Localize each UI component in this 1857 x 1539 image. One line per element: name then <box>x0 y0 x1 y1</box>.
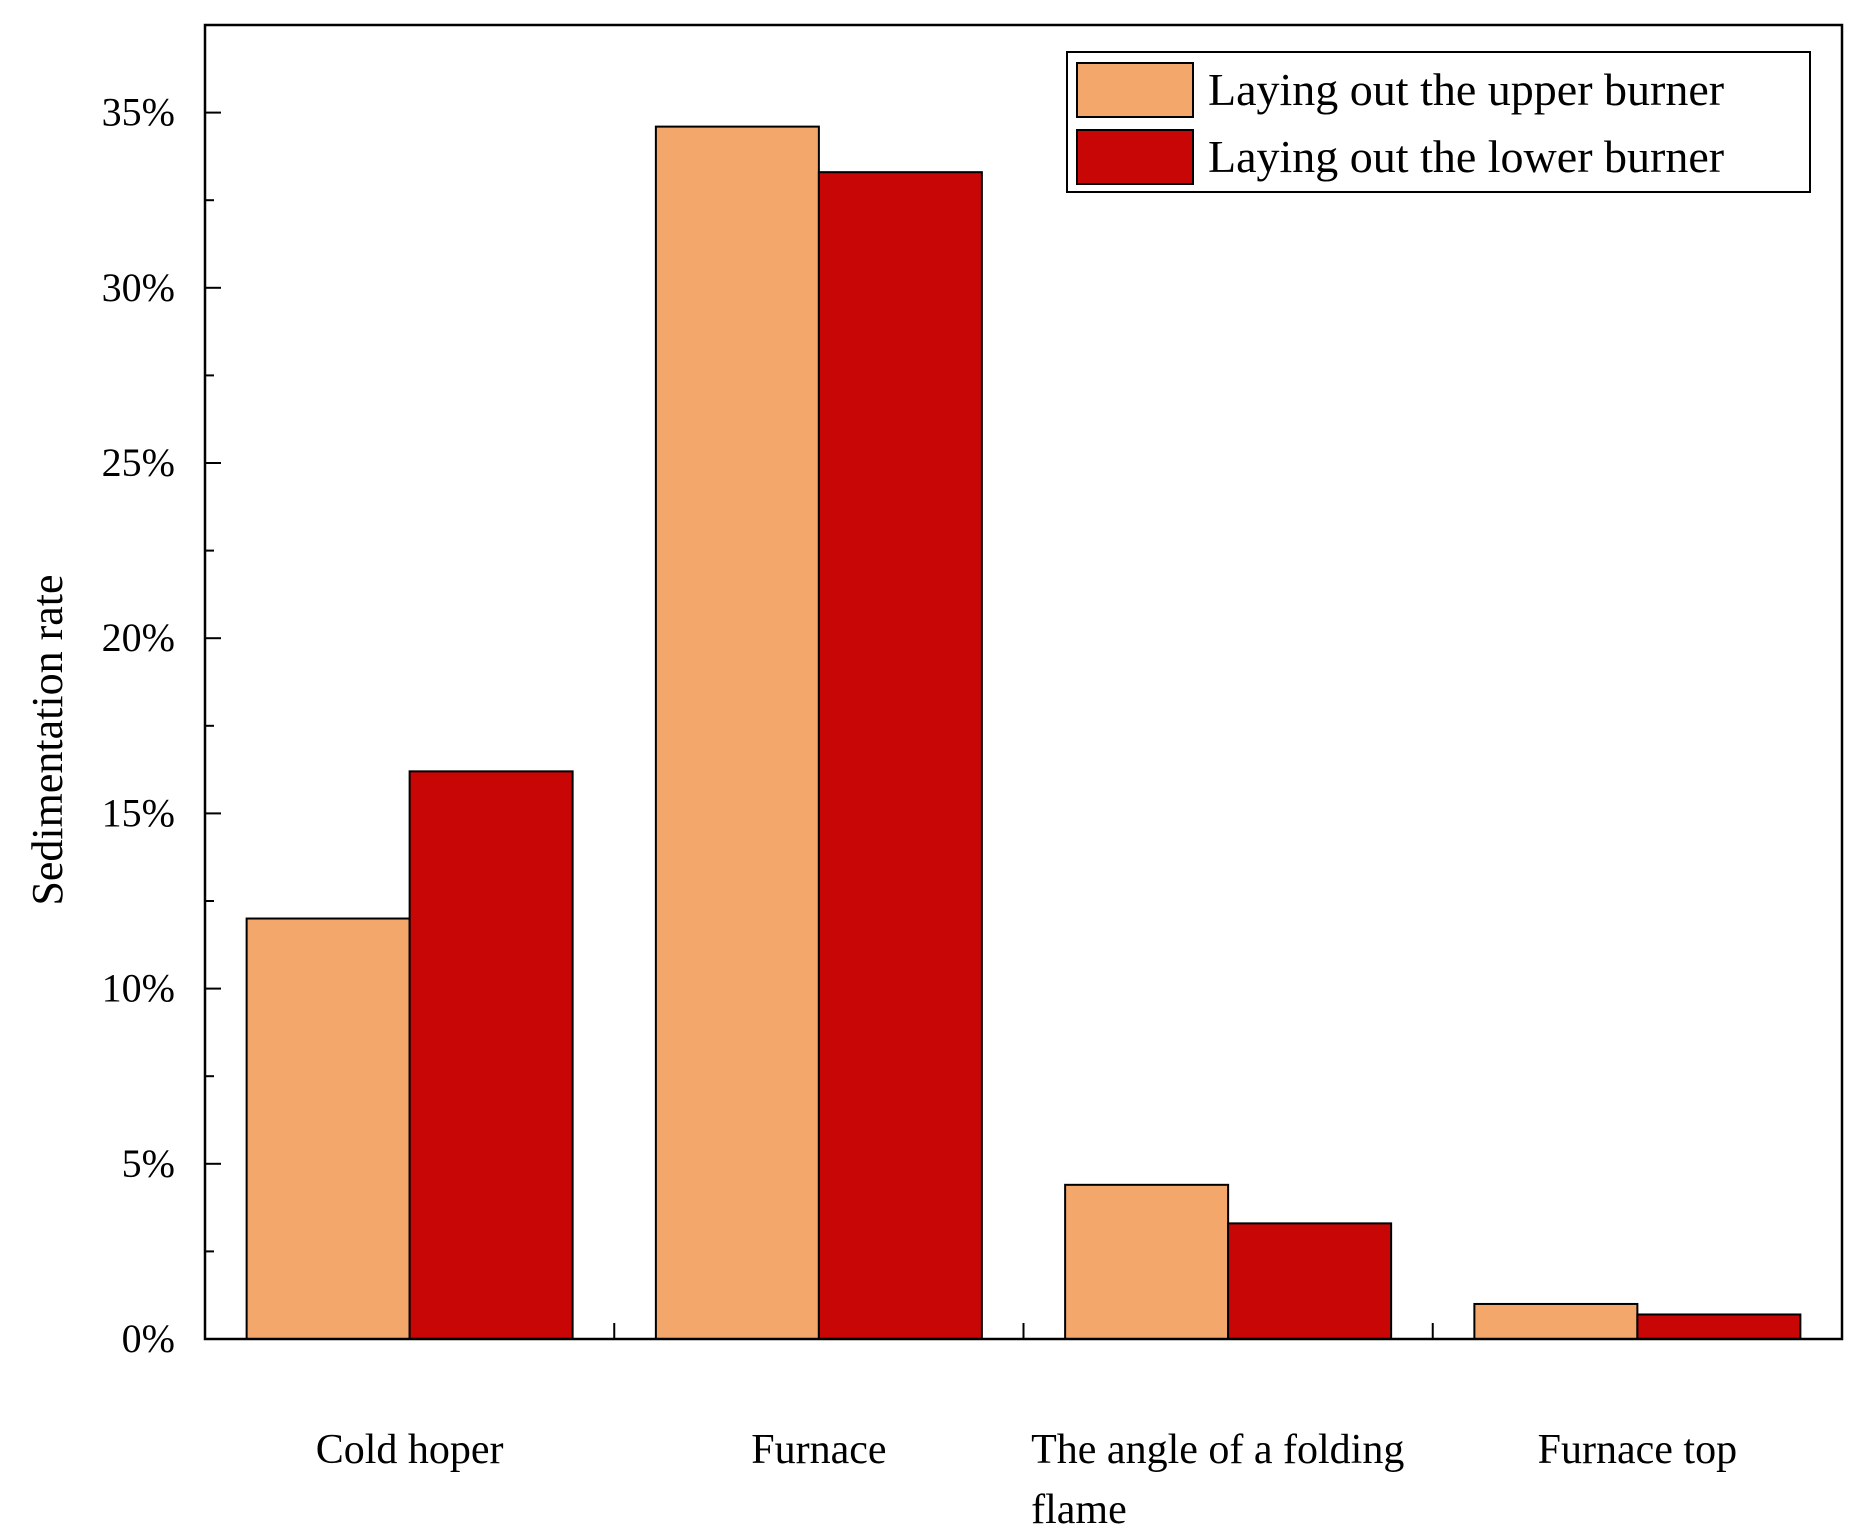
legend-swatch-upper-burner <box>1076 62 1194 118</box>
y-axis-tick-labels: 0% 5% 10% 15% 20% 25% 30% 35% <box>102 90 175 1361</box>
bar-upper-burner-4 <box>1473 1302 1639 1340</box>
bar-upper-burner-3 <box>1064 1183 1230 1340</box>
bar-lower-burner-4 <box>1636 1313 1802 1341</box>
legend-label-lower-burner: Laying out the lower burner <box>1208 131 1724 182</box>
y-tick-label: 10% <box>102 966 175 1011</box>
bar-lower-burner-3 <box>1227 1222 1393 1341</box>
x-category-label-line: The angle of a folding <box>1031 1427 1404 1473</box>
bar-lower-burner-2 <box>817 171 983 1341</box>
bar-upper-burner-2 <box>654 125 820 1341</box>
bar-upper-burner-1 <box>245 917 411 1341</box>
x-category-label: Furnace top <box>1538 1427 1737 1473</box>
x-category-label: The angle of a folding flame <box>1031 1427 1404 1533</box>
x-category-label: Cold hoper <box>316 1427 504 1473</box>
x-category-label: Furnace <box>751 1427 886 1473</box>
x-category-label-line: flame <box>1031 1487 1127 1533</box>
y-tick-label: 35% <box>102 90 175 135</box>
y-tick-label: 30% <box>102 265 175 310</box>
y-tick-label: 20% <box>102 615 175 660</box>
bars-group <box>245 125 1802 1341</box>
y-tick-label: 25% <box>102 440 175 485</box>
legend-label-upper-burner: Laying out the upper burner <box>1208 64 1724 115</box>
y-axis-ticks <box>205 24 221 1340</box>
legend: Laying out the upper burner Laying out th… <box>1066 51 1811 193</box>
bar-lower-burner-1 <box>408 770 574 1340</box>
y-tick-label: 15% <box>102 790 175 835</box>
y-axis-title: Sedimentation rate <box>23 574 72 905</box>
legend-swatch-lower-burner <box>1076 129 1194 185</box>
x-axis-ticks <box>613 1323 1434 1339</box>
y-tick-label: 5% <box>122 1141 175 1186</box>
x-axis-category-labels: Cold hoper Furnace The angle of a folding f… <box>316 1427 1737 1533</box>
y-tick-label: 0% <box>122 1316 175 1361</box>
